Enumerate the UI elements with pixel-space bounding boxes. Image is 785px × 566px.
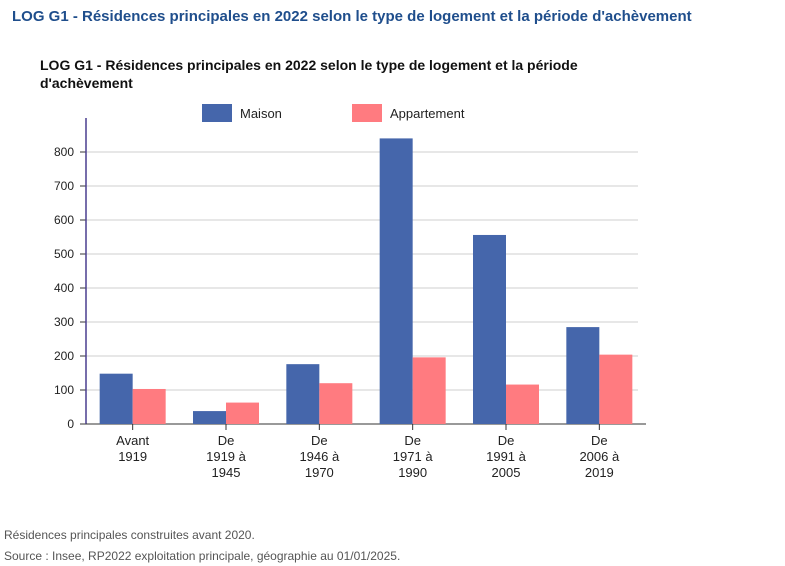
x-tick-label: 2005 xyxy=(492,465,521,480)
bar-appartement-5 xyxy=(506,384,539,424)
legend-swatch xyxy=(352,104,382,122)
y-tick-label: 100 xyxy=(54,383,74,397)
y-tick-label: 400 xyxy=(54,281,74,295)
bar-appartement-6 xyxy=(599,354,633,424)
legend-label: Maison xyxy=(240,106,282,121)
bar-maison-3 xyxy=(286,364,320,424)
x-tick-label: Avant xyxy=(116,433,149,448)
y-tick-label: 800 xyxy=(54,145,74,159)
x-tick-label: 1945 xyxy=(212,465,241,480)
bar-appartement-2 xyxy=(226,402,259,424)
x-tick-label: 1946 à xyxy=(299,449,340,464)
x-tick-label: 1991 à xyxy=(486,449,527,464)
y-tick-label: 600 xyxy=(54,213,74,227)
x-tick-label: De xyxy=(218,433,235,448)
chart-title-line: d'achèvement xyxy=(40,75,133,91)
x-tick-label: 2006 à xyxy=(579,449,620,464)
bar-maison-2 xyxy=(193,411,226,424)
y-tick-label: 200 xyxy=(54,349,74,363)
bar-appartement-1 xyxy=(132,388,166,424)
x-tick-label: 2019 xyxy=(585,465,614,480)
x-tick-label: 1919 xyxy=(118,449,147,464)
legend-label: Appartement xyxy=(390,106,465,121)
bar-chart: LOG G1 - Résidences principales en 2022 … xyxy=(40,57,646,480)
y-tick-label: 300 xyxy=(54,315,74,329)
chart-source: Source : Insee, RP2022 exploitation prin… xyxy=(4,549,401,563)
x-tick-label: 1970 xyxy=(305,465,334,480)
x-tick-label: De xyxy=(404,433,421,448)
x-tick-label: De xyxy=(311,433,328,448)
page-heading: LOG G1 - Résidences principales en 2022 … xyxy=(12,8,692,25)
bar-maison-4 xyxy=(379,138,413,424)
legend-swatch xyxy=(202,104,232,122)
x-tick-label: De xyxy=(498,433,515,448)
x-tick-label: 1971 à xyxy=(393,449,434,464)
chart-panel: LOG G1 - Résidences principales en 2022 … xyxy=(0,36,785,490)
bar-maison-1 xyxy=(99,373,133,424)
y-tick-label: 500 xyxy=(54,247,74,261)
chart-note: Résidences principales construites avant… xyxy=(4,528,255,542)
y-tick-label: 700 xyxy=(54,179,74,193)
x-tick-label: 1990 xyxy=(398,465,427,480)
x-tick-label: De xyxy=(591,433,608,448)
x-tick-label: 1919 à xyxy=(206,449,247,464)
bar-appartement-4 xyxy=(412,357,446,424)
bar-appartement-3 xyxy=(319,383,353,424)
bar-maison-6 xyxy=(566,327,600,424)
bar-maison-5 xyxy=(473,234,506,424)
chart-title-line: LOG G1 - Résidences principales en 2022 … xyxy=(40,57,578,73)
y-tick-label: 0 xyxy=(67,417,74,431)
